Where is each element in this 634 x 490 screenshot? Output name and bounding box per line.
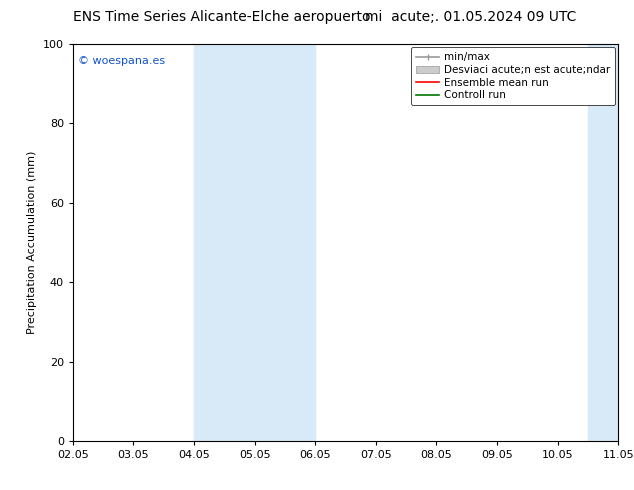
Text: mi  acute;. 01.05.2024 09 UTC: mi acute;. 01.05.2024 09 UTC xyxy=(365,10,576,24)
Text: ENS Time Series Alicante-Elche aeropuerto: ENS Time Series Alicante-Elche aeropuert… xyxy=(73,10,370,24)
Bar xyxy=(588,44,634,441)
Text: © woespana.es: © woespana.es xyxy=(79,56,165,66)
Y-axis label: Precipitation Accumulation (mm): Precipitation Accumulation (mm) xyxy=(27,151,37,334)
Legend: min/max, Desviaci acute;n est acute;ndar, Ensemble mean run, Controll run: min/max, Desviaci acute;n est acute;ndar… xyxy=(411,47,615,105)
Bar xyxy=(194,44,315,441)
